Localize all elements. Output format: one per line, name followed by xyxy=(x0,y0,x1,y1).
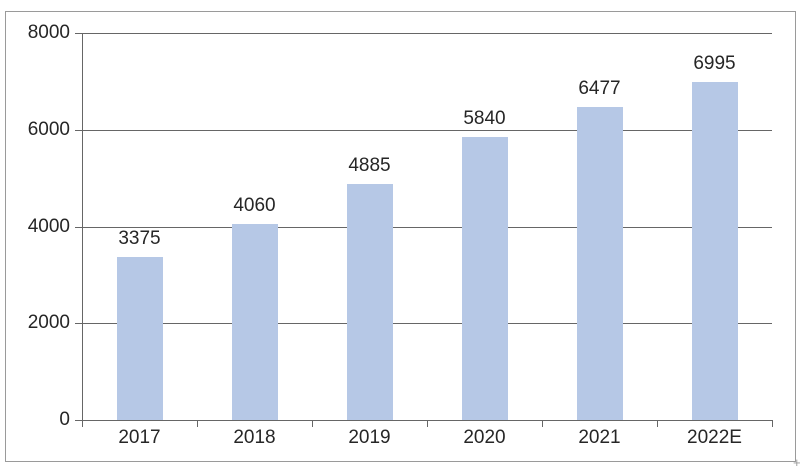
resize-cursor-artifact: + xyxy=(793,455,801,470)
bar-value-label: 4060 xyxy=(233,195,276,216)
x-axis-label: 2022E xyxy=(687,427,742,448)
y-axis-label: 2000 xyxy=(27,312,70,333)
x-axis-tick xyxy=(657,420,658,427)
x-axis-tick xyxy=(427,420,428,427)
y-axis-tick xyxy=(75,227,82,228)
x-axis-tick xyxy=(312,420,313,427)
bar-value-label: 6995 xyxy=(693,53,736,74)
x-axis-label: 2021 xyxy=(578,427,621,448)
gridline xyxy=(82,323,772,324)
y-axis-label: 8000 xyxy=(27,22,70,43)
x-axis-line xyxy=(82,420,773,421)
y-axis-tick xyxy=(75,420,82,421)
y-axis-label: 4000 xyxy=(27,216,70,237)
x-axis-label: 2020 xyxy=(463,427,506,448)
y-axis-label: 0 xyxy=(59,409,70,430)
gridline xyxy=(82,130,772,131)
y-axis-tick xyxy=(75,130,82,131)
y-axis-line xyxy=(82,33,83,427)
bar-2020 xyxy=(462,137,508,420)
bar-value-label: 6477 xyxy=(578,78,621,99)
bar-2018 xyxy=(232,224,278,420)
gridline xyxy=(82,227,772,228)
x-axis-tick xyxy=(772,420,773,427)
bar-2022E xyxy=(692,82,738,420)
x-axis-label: 2017 xyxy=(118,427,161,448)
y-axis-tick xyxy=(75,323,82,324)
bar-2019 xyxy=(347,184,393,420)
bar-2017 xyxy=(117,257,163,420)
x-axis-label: 2018 xyxy=(233,427,276,448)
x-axis-tick xyxy=(542,420,543,427)
y-axis-tick xyxy=(75,33,82,34)
gridline xyxy=(82,33,772,34)
bar-value-label: 4885 xyxy=(348,155,391,176)
bar-value-label: 3375 xyxy=(118,228,161,249)
x-axis-label: 2019 xyxy=(348,427,391,448)
bar-value-label: 5840 xyxy=(463,108,506,129)
bar-2021 xyxy=(577,107,623,420)
x-axis-tick xyxy=(197,420,198,427)
y-axis-label: 6000 xyxy=(27,119,70,140)
